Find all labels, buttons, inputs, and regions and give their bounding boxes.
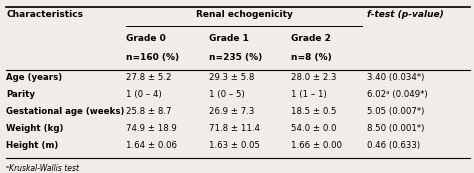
Text: 1.66 ± 0.00: 1.66 ± 0.00 [291,141,342,150]
Text: 29.3 ± 5.8: 29.3 ± 5.8 [209,73,254,82]
Text: 26.9 ± 7.3: 26.9 ± 7.3 [209,107,254,116]
Text: Age (years): Age (years) [6,73,62,82]
Text: Renal echogenicity: Renal echogenicity [196,10,292,19]
Text: 74.9 ± 18.9: 74.9 ± 18.9 [126,124,177,133]
Text: 54.0 ± 0.0: 54.0 ± 0.0 [291,124,337,133]
Text: Weight (kg): Weight (kg) [6,124,64,133]
Text: f-test (p-value): f-test (p-value) [366,10,443,19]
Text: 1.64 ± 0.06: 1.64 ± 0.06 [126,141,177,150]
Text: n=160 (%): n=160 (%) [126,53,179,62]
Text: Gestational age (weeks): Gestational age (weeks) [6,107,125,116]
Text: 8.50 (0.001*): 8.50 (0.001*) [366,124,424,133]
Text: 1 (1 – 1): 1 (1 – 1) [291,90,327,99]
Text: Grade 0: Grade 0 [126,34,166,43]
Text: Height (m): Height (m) [6,141,58,150]
Text: 0.46 (0.633): 0.46 (0.633) [366,141,419,150]
Text: 6.02ᵃ (0.049*): 6.02ᵃ (0.049*) [366,90,427,99]
Text: 1 (0 – 4): 1 (0 – 4) [126,90,162,99]
Text: Grade 2: Grade 2 [291,34,331,43]
Text: 27.8 ± 5.2: 27.8 ± 5.2 [126,73,172,82]
Text: 1.63 ± 0.05: 1.63 ± 0.05 [209,141,260,150]
Text: 1 (0 – 5): 1 (0 – 5) [209,90,245,99]
Text: Parity: Parity [6,90,35,99]
Text: 18.5 ± 0.5: 18.5 ± 0.5 [291,107,337,116]
Text: 5.05 (0.007*): 5.05 (0.007*) [366,107,424,116]
Text: n=8 (%): n=8 (%) [291,53,332,62]
Text: 28.0 ± 2.3: 28.0 ± 2.3 [291,73,337,82]
Text: Grade 1: Grade 1 [209,34,248,43]
Text: 3.40 (0.034*): 3.40 (0.034*) [366,73,424,82]
Text: ᵃKruskal-Wallis test: ᵃKruskal-Wallis test [6,164,79,173]
Text: 71.8 ± 11.4: 71.8 ± 11.4 [209,124,260,133]
Text: n=235 (%): n=235 (%) [209,53,262,62]
Text: Characteristics: Characteristics [6,10,83,19]
Text: 25.8 ± 8.7: 25.8 ± 8.7 [126,107,172,116]
